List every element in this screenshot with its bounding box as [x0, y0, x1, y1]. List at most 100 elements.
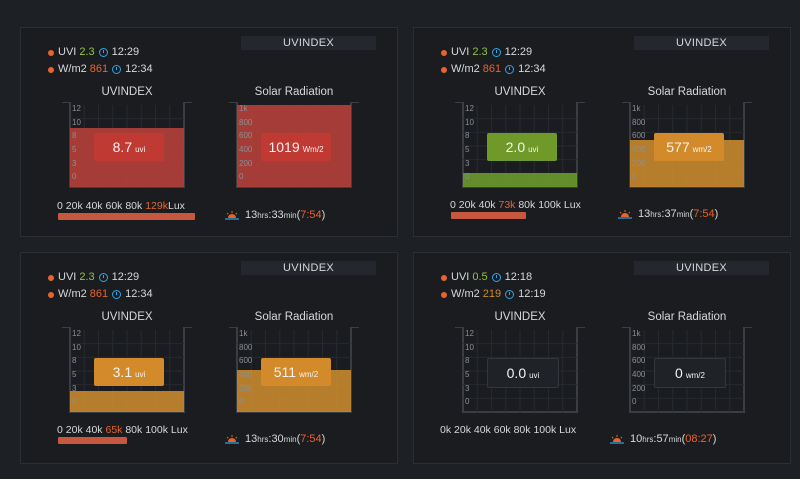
solar-value-badge: 577 wm/2 [654, 133, 724, 161]
daylight-info: 10 hrs : 57 min (08:27) [610, 433, 716, 445]
uv-gauge: 12 10 8 5 3 0 2.0 uvi [455, 102, 585, 188]
daylight-colon: : [661, 208, 665, 220]
series-dot-icon [48, 274, 54, 281]
solar-tick-label: 800 [239, 117, 253, 127]
solar-value: 511 [273, 364, 297, 380]
solar-tick-label: 800 [239, 342, 253, 352]
solar-tick-label: 800 [632, 342, 646, 352]
daylight-close: ) [321, 433, 326, 445]
uv-value-badge: 8.7 uvi [94, 133, 164, 161]
daylight-info: 13 hrs : 33 min (7:54) [225, 209, 325, 221]
uv-value: 3.1 [112, 364, 133, 380]
legend-time: 12:34 [518, 63, 546, 75]
legend: UVI 2.3 12:29 W/m2 861 12:34 [441, 44, 546, 78]
solar-tick-label: 400 [239, 145, 253, 154]
legend-label: UVI [58, 271, 77, 283]
lux-scale-label: 80k [125, 424, 143, 436]
lux-unit: Lux [563, 199, 581, 211]
lux-scale-label: 40k [473, 424, 491, 436]
lux-scale-label: 100k [145, 424, 168, 436]
solar-gauge: 1k 800 600 400 200 0 511 wm/2 [229, 327, 359, 413]
uv-gauge: 12 10 8 5 3 0 3.1 uvi [62, 327, 192, 413]
solar-unit: wm/2 [692, 145, 712, 154]
daylight-colon: : [653, 433, 657, 445]
solar-tick-label: 800 [632, 117, 646, 127]
lux-scale-label: 80k [513, 424, 531, 436]
solar-value: 1019 [268, 139, 300, 155]
uv-tick-label: 8 [72, 356, 77, 366]
legend: UVI 2.3 12:29 W/m2 861 12:34 [48, 269, 153, 303]
solar-unit: wm/2 [299, 370, 319, 379]
daylight-hrs: hrs [257, 434, 269, 444]
lux-level-bar [58, 213, 195, 220]
lux-scale-label: 60k [105, 200, 123, 212]
solar-gauge-title: Solar Radiation [647, 311, 727, 323]
solar-gauge-title: Solar Radiation [647, 86, 727, 98]
solar-gauge: 1k 800 600 400 200 0 577 wm/2 [622, 102, 752, 188]
panel-title: UVINDEX [241, 36, 376, 50]
lux-unit: Lux [170, 424, 188, 436]
solar-tick-label: 400 [632, 145, 646, 154]
legend-label: UVI [58, 46, 77, 58]
clock-icon [112, 290, 122, 299]
uv-value-badge: 0.0 uvi [487, 358, 559, 388]
uv-level-bar [70, 391, 184, 412]
uv-panel: UVINDEX [413, 252, 791, 464]
solar-value-badge: 511 wm/2 [261, 358, 331, 386]
legend-value: 861 [89, 288, 109, 300]
solar-tick-label: 1k [239, 329, 248, 338]
lux-scale: 0 20k 40k 65k 80k 100k Lux [57, 424, 188, 436]
lux-current-value: 65k [105, 424, 123, 436]
solar-tick-label: 200 [632, 383, 646, 393]
legend-time: 12:18 [504, 271, 533, 283]
uv-level-bar [463, 173, 577, 187]
legend-time: 12:34 [125, 63, 153, 75]
daylight-open: ( [689, 208, 694, 220]
legend-label: W/m2 [451, 63, 480, 75]
clock-icon [505, 290, 515, 299]
solar-tick-labels: 1k 800 600 400 200 0 [239, 104, 259, 187]
series-dot-icon [441, 274, 447, 281]
uv-tick-label: 5 [465, 370, 470, 379]
daylight-minutes: 37 [664, 208, 677, 220]
uv-unit: uvi [135, 145, 146, 154]
solar-value-badge: 1019 Wm/2 [261, 133, 331, 161]
solar-gauge: 1k 800 600 400 200 0 1019 Wm/2 [229, 102, 359, 188]
lux-scale-label: 40k [85, 200, 103, 212]
solar-value-badge: 0 wm/2 [654, 358, 726, 388]
legend-row: W/m2 861 12:34 [48, 286, 153, 303]
daylight-time: 08:27 [685, 433, 713, 445]
series-dot-icon [48, 49, 54, 56]
legend-row: UVI 2.3 12:29 [48, 269, 153, 286]
lux-current-value: 73k [498, 199, 516, 211]
solar-gauge-title: Solar Radiation [254, 311, 334, 323]
uv-tick-label: 10 [465, 117, 474, 127]
daylight-hrs: hrs [642, 434, 654, 444]
solar-gauge-title: Solar Radiation [254, 86, 334, 98]
lux-scale: 0k 20k 40k 60k 80k 100k Lux [440, 424, 576, 436]
lux-scale-label: 100k [538, 199, 561, 211]
solar-tick-label: 200 [239, 158, 253, 168]
uv-tick-label: 8 [465, 356, 470, 366]
legend-row: W/m2 861 12:34 [48, 61, 153, 78]
panel-title: UVINDEX [634, 36, 769, 50]
panel-title: UVINDEX [634, 261, 769, 275]
lux-scale-label: 20k [458, 199, 476, 211]
solar-tick-labels: 1k 800 600 400 200 0 [632, 104, 652, 187]
daylight-hrs: hrs [257, 210, 269, 220]
uv-tick-label: 0 [465, 397, 470, 407]
uv-gauge-title: UVINDEX [494, 311, 546, 323]
legend-time: 12:29 [111, 46, 140, 58]
uv-tick-label: 12 [72, 104, 81, 113]
uv-gauge-title: UVINDEX [494, 86, 546, 98]
lux-scale-label: 20k [65, 200, 83, 212]
lux-scale-label: 100k [533, 424, 557, 436]
daylight-hours: 13 [245, 433, 258, 445]
series-dot-icon [441, 291, 447, 298]
legend-time: 12:29 [111, 271, 140, 283]
legend-label: W/m2 [451, 288, 480, 300]
solar-tick-label: 400 [239, 370, 253, 379]
solar-tick-label: 0 [239, 172, 244, 182]
daylight-info: 13 hrs : 30 min (7:54) [225, 433, 325, 445]
uv-gauge: 12 10 8 5 3 0 8.7 uvi [62, 102, 192, 188]
